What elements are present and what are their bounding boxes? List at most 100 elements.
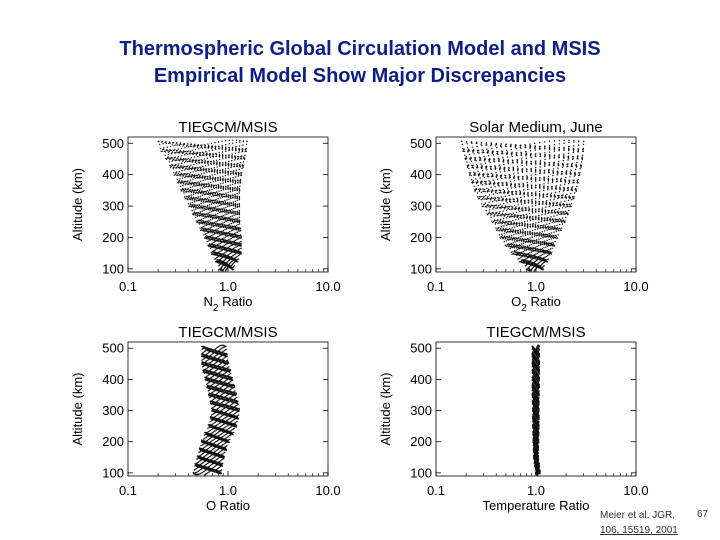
data-point xyxy=(237,220,239,223)
data-point xyxy=(205,183,207,185)
data-point xyxy=(543,183,545,185)
data-point xyxy=(238,174,240,176)
data-point xyxy=(543,169,546,171)
data-point xyxy=(196,163,198,165)
data-point xyxy=(479,157,481,160)
data-point xyxy=(495,229,498,232)
data-point xyxy=(556,227,559,229)
data-point xyxy=(484,202,487,204)
data-point xyxy=(239,178,242,181)
data-point xyxy=(532,257,534,259)
data-point xyxy=(504,238,506,240)
data-point xyxy=(197,211,199,214)
data-point xyxy=(213,199,215,201)
data-point xyxy=(222,246,224,249)
data-point xyxy=(210,224,213,226)
data-point xyxy=(543,176,545,178)
data-point xyxy=(520,239,522,241)
data-point xyxy=(223,210,225,213)
data-point xyxy=(215,155,217,157)
data-point xyxy=(523,246,525,248)
data-point xyxy=(518,183,520,185)
data-point xyxy=(509,246,511,248)
data-point xyxy=(548,212,550,214)
data-point xyxy=(486,204,488,207)
data-point xyxy=(225,242,227,244)
data-point xyxy=(502,188,505,191)
data-point xyxy=(529,219,531,221)
data-point xyxy=(222,200,224,203)
data-point xyxy=(226,219,228,221)
data-point xyxy=(561,166,564,169)
data-point xyxy=(550,232,553,234)
data-point xyxy=(529,232,531,234)
data-point xyxy=(576,185,578,187)
data-point xyxy=(214,208,216,210)
data-point xyxy=(558,220,560,223)
data-point xyxy=(530,169,532,171)
data-point xyxy=(203,220,205,222)
data-point xyxy=(569,176,571,178)
data-point xyxy=(511,227,513,229)
data-point xyxy=(192,191,195,194)
data-point xyxy=(566,205,569,208)
data-point xyxy=(549,248,552,250)
data-point xyxy=(192,205,194,207)
data-point xyxy=(190,143,192,146)
data-point xyxy=(189,172,192,174)
data-point xyxy=(572,195,574,198)
data-point xyxy=(202,215,204,217)
data-point xyxy=(224,200,226,202)
data-point xyxy=(502,210,504,212)
data-point xyxy=(226,199,228,201)
data-point xyxy=(535,218,537,220)
data-point xyxy=(235,218,237,220)
data-point xyxy=(543,179,545,181)
data-point xyxy=(218,235,221,237)
data-point xyxy=(548,242,550,245)
data-point xyxy=(190,190,192,192)
data-point xyxy=(236,186,239,188)
data-point xyxy=(503,167,505,169)
data-point xyxy=(491,201,494,203)
data-point xyxy=(481,180,483,183)
data-point xyxy=(216,252,219,254)
data-point xyxy=(229,256,232,258)
data-point xyxy=(227,227,230,229)
data-point xyxy=(236,255,238,258)
data-point xyxy=(499,166,501,168)
data-point xyxy=(535,194,537,196)
data-point xyxy=(548,232,550,235)
data-point xyxy=(543,247,545,249)
data-point xyxy=(205,213,207,215)
data-point xyxy=(161,141,163,143)
data-point xyxy=(210,251,212,253)
data-point xyxy=(202,193,204,195)
data-point xyxy=(190,153,192,155)
data-point xyxy=(540,243,542,245)
data-point xyxy=(195,199,198,201)
data-point xyxy=(238,205,241,208)
data-point xyxy=(202,226,204,228)
data-point xyxy=(517,169,519,171)
data-point xyxy=(522,230,524,232)
data-point xyxy=(208,196,211,199)
data-point xyxy=(206,175,208,178)
data-point xyxy=(209,243,212,245)
data-point xyxy=(230,249,232,251)
data-point xyxy=(239,189,241,191)
data-point xyxy=(235,246,237,248)
data-point xyxy=(192,186,194,188)
data-point xyxy=(189,186,192,189)
data-point xyxy=(535,161,537,164)
data-point xyxy=(571,199,573,201)
data-point xyxy=(210,196,213,198)
data-point xyxy=(551,188,553,190)
data-point xyxy=(221,246,223,248)
data-point xyxy=(527,241,529,243)
data-point xyxy=(234,197,236,199)
data-point xyxy=(206,220,208,222)
data-point xyxy=(187,172,189,175)
data-point xyxy=(234,249,236,251)
data-point xyxy=(212,232,214,234)
